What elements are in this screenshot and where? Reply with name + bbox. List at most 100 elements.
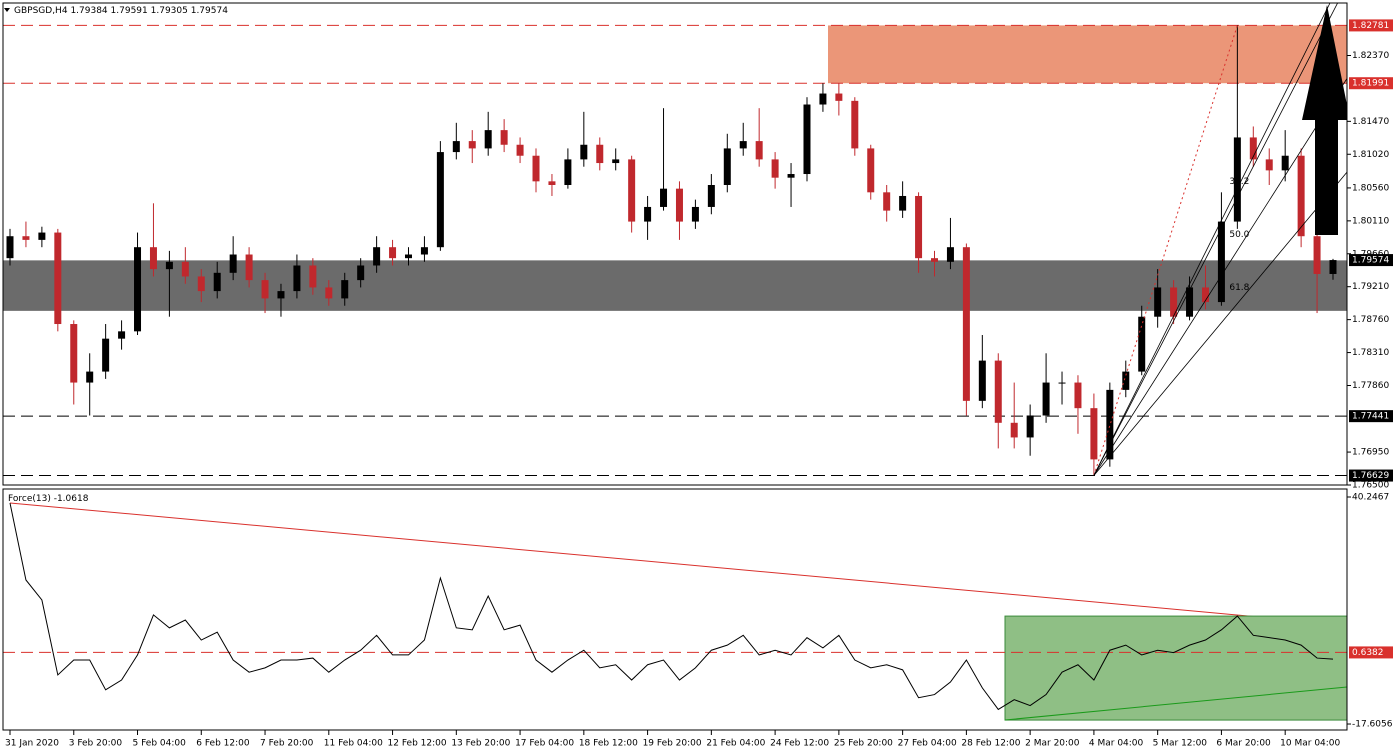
x-tick-label: 21 Feb 04:00	[706, 739, 765, 749]
candle-body	[851, 100, 859, 149]
candle-body	[707, 185, 715, 207]
x-tick-label: 18 Feb 12:00	[579, 739, 638, 749]
candle-body	[1010, 422, 1018, 438]
candle-body	[915, 195, 923, 259]
candle-body	[1186, 287, 1194, 317]
candle-body	[357, 265, 365, 281]
resistance-zone	[828, 25, 1347, 84]
y-tick-label: 1.79210	[1352, 282, 1389, 292]
candle-body	[389, 247, 397, 259]
candle-body	[213, 272, 221, 292]
candle-body	[38, 232, 46, 240]
candle-body	[1170, 287, 1178, 317]
candle-body	[596, 144, 604, 164]
candle-body	[994, 360, 1002, 423]
fib-label: 38.2	[1229, 177, 1249, 187]
candle-body	[245, 254, 253, 281]
fib-fan-line	[1093, 78, 1347, 476]
low: 1.79305	[151, 6, 188, 16]
level-label-box	[1349, 410, 1393, 423]
x-tick-label: 10 Mar 04:00	[1280, 739, 1340, 749]
fib-fan-line	[1093, 3, 1331, 476]
candle-body	[165, 261, 173, 270]
y-tick-label: 1.81020	[1352, 150, 1389, 160]
candle-body	[181, 261, 189, 277]
candle-body	[931, 258, 939, 262]
force-trendline-green	[1004, 686, 1347, 721]
fib-label: 50.0	[1229, 230, 1249, 240]
high: 1.79591	[111, 6, 148, 16]
candle-body	[1074, 382, 1082, 409]
candle-body	[309, 265, 317, 288]
candle-body	[1026, 415, 1034, 438]
candle-body	[580, 144, 588, 160]
candle-body	[1281, 155, 1289, 171]
candle-body	[564, 159, 572, 185]
candle-body	[149, 247, 157, 270]
symbol: GBPSGD,H4	[14, 6, 68, 16]
x-tick-label: 6 Feb 12:00	[196, 739, 250, 749]
candle-body	[835, 93, 843, 101]
candle-body	[516, 144, 524, 156]
candle-body	[946, 247, 954, 262]
close: 1.79574	[191, 6, 228, 16]
candle-body	[1249, 137, 1257, 160]
candle-body	[1090, 408, 1098, 460]
candle-body	[197, 276, 205, 292]
candle-body	[436, 152, 444, 248]
candle-body	[899, 195, 907, 211]
force-panel	[3, 502, 1347, 721]
candle-body	[787, 174, 795, 178]
arrow	[1302, 5, 1347, 235]
force-frame	[2, 488, 1348, 731]
candle-body	[293, 265, 301, 292]
force-trendline-red	[9, 502, 1347, 626]
candle-body	[325, 287, 333, 299]
candle-body	[532, 155, 540, 182]
candle-body	[118, 331, 126, 339]
indicator-value: -1.0618	[54, 494, 89, 504]
y-tick-label: -17.6056	[1352, 720, 1393, 730]
candle-body	[739, 141, 747, 149]
candle-body	[54, 232, 62, 325]
y-tick-label: 1.78760	[1352, 315, 1389, 325]
fib-label: 61.8	[1229, 283, 1249, 293]
candle-body	[1297, 155, 1305, 237]
candle-body	[675, 188, 683, 222]
candle-body	[261, 280, 269, 299]
x-tick-label: 19 Feb 20:00	[643, 739, 702, 749]
fib-trend	[1093, 25, 1238, 476]
candle-body	[134, 247, 142, 332]
y-tick-label: 1.76950	[1352, 448, 1389, 458]
candle-body	[102, 338, 110, 372]
chart-header: GBPSGD,H4 1.79384 1.79591 1.79305 1.7957…	[14, 6, 228, 16]
x-tick-label: 4 Mar 04:00	[1089, 739, 1144, 749]
level-label-box	[1349, 19, 1393, 32]
y-tick-label: 1.81470	[1352, 117, 1389, 127]
fib-fan-line	[1093, 3, 1339, 476]
level-label-box	[1349, 77, 1393, 90]
candle-body	[691, 206, 699, 222]
candle-body	[1217, 221, 1225, 303]
candle-body	[420, 247, 428, 255]
price-panel: 38.2 50.0 61.8	[3, 3, 1347, 477]
candle-body	[612, 159, 620, 164]
y-tick-label: 1.82370	[1352, 51, 1389, 61]
x-tick-label: 24 Feb 12:00	[770, 739, 829, 749]
candle-body	[883, 192, 891, 211]
candle-body	[867, 148, 875, 193]
y-tick-label: 1.80110	[1352, 216, 1389, 226]
candle-body	[229, 254, 237, 273]
candle-body	[277, 291, 285, 299]
price-label: 1.79574	[1352, 256, 1389, 266]
candle-body	[644, 206, 652, 222]
candle-body	[1313, 236, 1321, 274]
candle-body	[1058, 382, 1066, 384]
candle-body	[500, 130, 508, 145]
candle-body	[1106, 389, 1114, 460]
x-tick-label: 13 Feb 20:00	[451, 739, 510, 749]
candle-body	[1329, 260, 1337, 274]
candle-body	[70, 324, 78, 383]
x-tick-label: 3 Feb 20:00	[69, 739, 123, 749]
fib-fan-line	[1093, 171, 1347, 476]
